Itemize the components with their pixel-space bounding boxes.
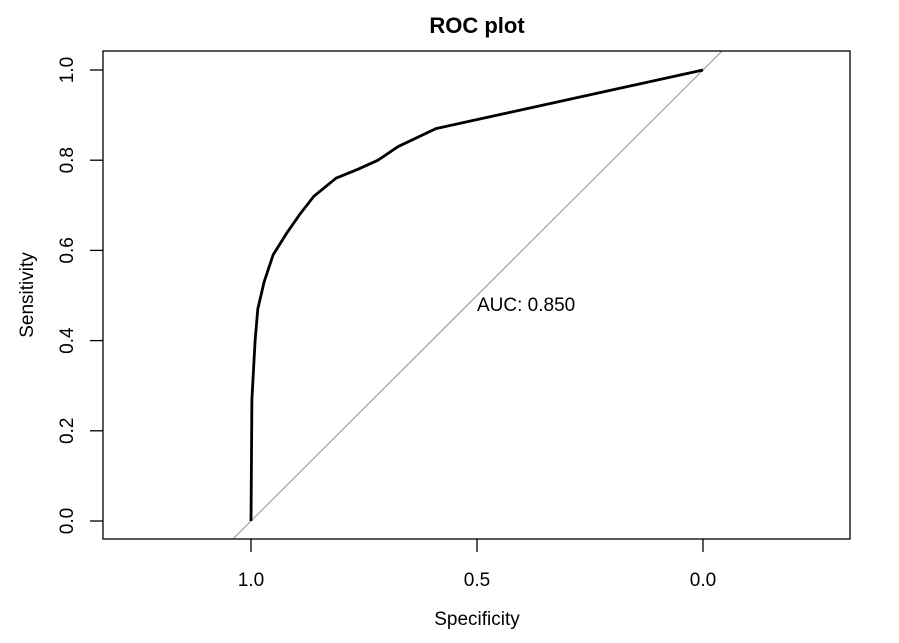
chart-title: ROC plot — [429, 13, 525, 38]
x-axis: 1.0 0.5 0.0 — [238, 539, 716, 591]
x-tick-label: 1.0 — [238, 570, 264, 591]
auc-annotation: AUC: 0.850 — [477, 295, 575, 316]
x-axis-label: Specificity — [434, 609, 520, 630]
y-tick-label: 0.2 — [57, 418, 78, 444]
x-tick-label: 0.0 — [690, 570, 716, 591]
x-tick-label: 0.5 — [464, 570, 490, 591]
y-tick-label: 0.4 — [57, 327, 78, 354]
y-tick-label: 0.6 — [57, 237, 78, 263]
y-axis: 0.0 0.2 0.4 0.6 0.8 1.0 — [57, 57, 103, 534]
y-tick-label: 0.8 — [57, 147, 78, 173]
y-tick-label: 0.0 — [57, 508, 78, 534]
y-axis-label: Sensitivity — [17, 252, 38, 338]
plot-area — [232, 50, 723, 540]
y-tick-label: 1.0 — [57, 57, 78, 83]
roc-curve-line — [249, 68, 704, 522]
chance-diagonal-line — [232, 50, 723, 540]
